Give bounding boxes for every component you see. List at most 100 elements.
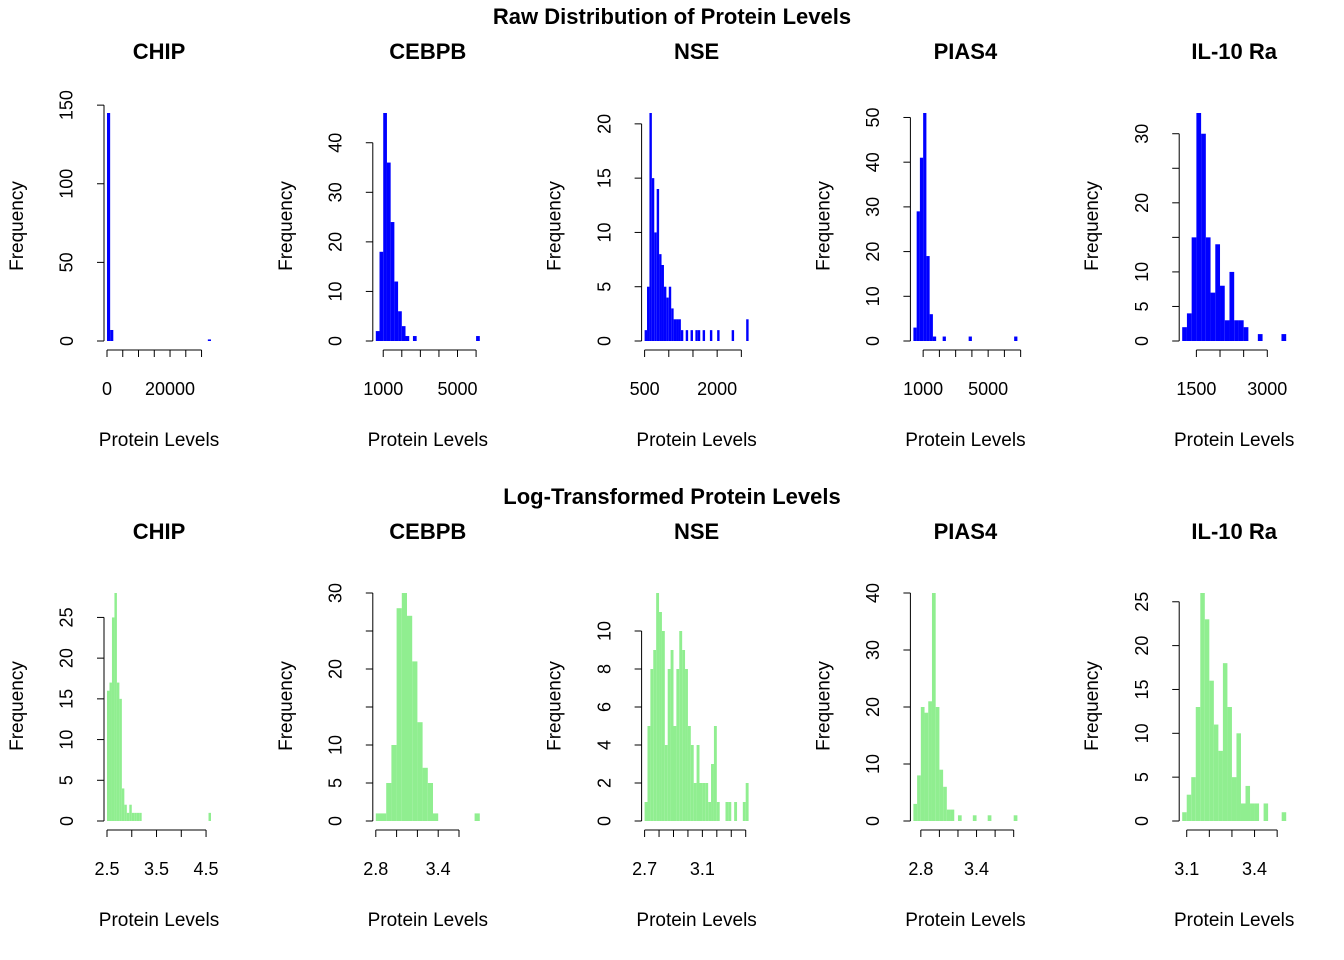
histogram-bar [139,812,142,821]
histogram-bar [682,650,686,821]
histogram-bar [208,812,211,821]
histogram-bar [917,775,921,821]
histogram-bar [919,157,924,341]
histogram-bar [1013,815,1018,821]
histogram-bar [379,251,384,341]
histogram-bar [680,330,684,341]
y-tick-label: 15 [1132,679,1152,699]
histogram-bar [928,701,932,821]
x-axis-label: Protein Levels [636,430,756,451]
y-axis-label: Frequency [276,661,297,751]
histogram-bar [111,617,115,821]
y-tick-label: 0 [594,336,614,346]
histogram-bar [693,783,697,821]
histogram-bar [417,722,423,821]
histogram-bar [644,802,648,821]
y-tick-label: 5 [1132,301,1152,311]
histogram-bar [126,812,130,821]
histogram-bar [124,804,127,821]
histogram-bar [673,319,677,341]
panel-title: NSE [674,39,719,64]
histogram-bar [702,330,706,341]
histogram-bar [656,593,660,821]
histogram-bar [685,330,689,341]
histogram-bar [713,726,717,821]
x-axis-label: Protein Levels [99,430,219,451]
y-tick-label: 0 [594,816,614,826]
y-tick-label: 5 [326,778,346,788]
panel-title: CEBPB [389,39,466,64]
histogram-bar [1204,619,1210,821]
histogram-bar [690,330,693,341]
y-tick-label: 20 [326,659,346,679]
histogram-bar [696,745,700,821]
histogram-bar [663,286,667,341]
histogram-bar [667,669,671,821]
histogram-bar [942,336,946,341]
x-tick-label: 1000 [903,379,943,399]
histogram-bar [1201,133,1206,341]
histogram-bar [913,803,918,821]
histogram-bar [932,336,937,341]
histogram-bar [1195,707,1201,821]
x-tick-label: 0 [102,379,112,399]
panel-title: PIAS4 [934,39,998,64]
histogram-bar [1224,320,1230,341]
histogram-bar [920,707,925,821]
histogram-bar [1218,750,1223,821]
x-tick-label: 2.5 [94,859,119,879]
histogram-bar [653,650,657,821]
y-axis-label: Frequency [545,181,566,271]
histogram-bar [383,113,387,341]
histogram-bar [728,802,732,821]
y-tick-label: 0 [57,816,77,826]
x-tick-label: 2000 [697,379,737,399]
histogram-bar [717,330,720,341]
histogram-bar [931,593,936,821]
x-tick-label: 3000 [1247,379,1287,399]
histogram-bar [1191,777,1196,821]
histogram-bar [129,804,132,821]
y-tick-label: 20 [863,242,883,262]
histogram-bar [1250,803,1255,821]
histogram-bar [1238,320,1244,341]
y-tick-label: 10 [1132,723,1152,743]
figure-title: Log-Transformed Protein Levels [503,484,840,509]
histogram-bar [1243,327,1249,341]
histogram-bar [394,281,399,341]
histogram-bar [647,286,650,341]
histogram-bar [1220,285,1225,341]
histogram-bar [968,336,972,341]
y-tick-label: 4 [594,740,614,750]
y-tick-label: 0 [57,336,77,346]
histogram-bar [1215,244,1221,341]
histogram-bar [1222,663,1228,821]
histogram-bar [136,812,140,821]
panel-title: NSE [674,519,719,544]
y-tick-label: 5 [594,282,614,292]
x-tick-label: 3.1 [1174,859,1199,879]
y-tick-label: 20 [326,232,346,252]
histogram-bar [381,813,387,821]
histogram-bar [114,593,117,821]
y-tick-label: 15 [57,689,77,709]
y-axis-label: Frequency [7,661,28,751]
histogram-bar [734,802,738,821]
y-tick-label: 6 [594,702,614,712]
y-axis-label: Frequency [545,661,566,751]
histogram-bar [670,650,674,821]
x-axis-label: Protein Levels [905,430,1025,451]
histogram-bar [725,802,729,821]
x-axis-label: Protein Levels [905,910,1025,931]
histogram-bar [1281,812,1287,821]
x-axis-label: Protein Levels [368,910,488,931]
histogram-bar [695,330,698,341]
y-tick-label: 8 [594,664,614,674]
histogram-bar [935,707,940,821]
x-axis-label: Protein Levels [636,910,756,931]
y-tick-label: 15 [594,168,614,188]
x-axis-label: Protein Levels [368,430,488,451]
histogram-bar [401,326,406,341]
y-tick-label: 50 [863,107,883,127]
